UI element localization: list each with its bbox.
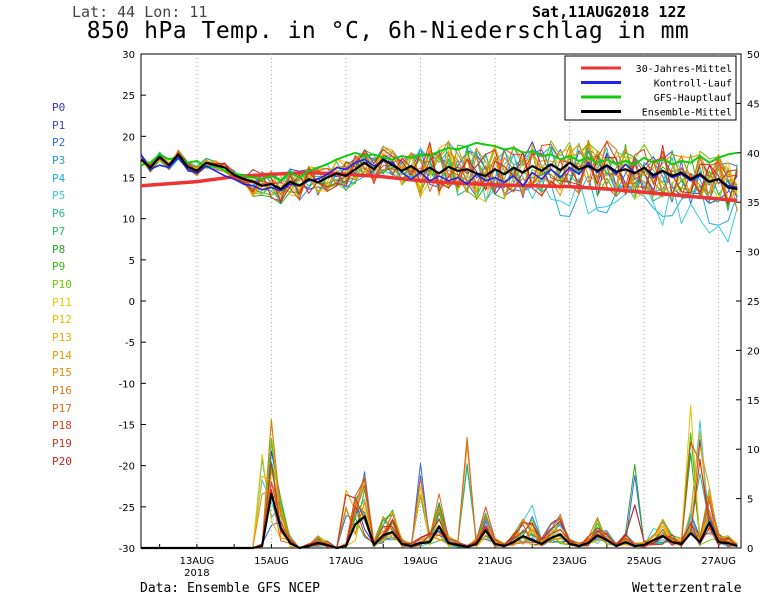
- y-left-tick-label: 5: [129, 256, 135, 267]
- hauptlauf-temp-line: [140, 141, 738, 182]
- x-tick-label: 17AUG: [329, 556, 364, 567]
- ensemble-member-list: P0 P1 P2 P3 P4 P5 P6 P7 P8 P9 P10 P11 P12 P13 P14 P15 P1…: [52, 99, 72, 470]
- chart-title: 850 hPa Temp. in °C, 6h-Niederschlag in …: [86, 18, 690, 44]
- run-timestamp: Sat,11AUG2018 12Z: [532, 3, 686, 21]
- member-label-p17: P17: [52, 401, 72, 415]
- member-label-p11: P11: [52, 295, 72, 309]
- y-left-tick-label: -30: [119, 544, 135, 555]
- member-label-p20: P20: [52, 454, 72, 468]
- climatology-line: [140, 170, 738, 203]
- member-precip-line-p16: [141, 420, 738, 549]
- y-right-tick-label: 15: [747, 396, 760, 407]
- member-label-p3: P3: [52, 154, 66, 168]
- y-right-tick-label: 50: [747, 50, 760, 61]
- x-tick-label: 21AUG: [478, 556, 513, 567]
- x-tick-label: 15AUG: [254, 556, 289, 567]
- y-left-tick-label: 15: [122, 174, 135, 185]
- member-label-p14: P14: [52, 348, 72, 362]
- y-left-tick-label: 25: [122, 91, 135, 102]
- location-label: Lat: 44 Lon: 11: [72, 3, 208, 21]
- member-label-p18: P18: [52, 419, 72, 433]
- x-tick-label: 13AUG: [180, 556, 215, 567]
- legend-label: 30-Jahres-Mittel: [636, 64, 732, 75]
- member-label-p7: P7: [52, 224, 66, 238]
- y-right-tick-label: 20: [747, 346, 760, 357]
- y-right-tick-label: 30: [747, 248, 760, 259]
- y-left-tick-label: 30: [122, 50, 135, 61]
- member-label-p19: P19: [52, 437, 72, 451]
- x-tick-label: 25AUG: [627, 556, 662, 567]
- y-right-tick-label: 35: [747, 198, 760, 209]
- y-right-tick-label: 25: [747, 297, 760, 308]
- member-label-p10: P10: [52, 277, 72, 291]
- member-label-p15: P15: [52, 366, 72, 380]
- y-left-tick-label: -25: [119, 503, 135, 514]
- legend-label: Ensemble-Mittel: [642, 108, 732, 119]
- y-left-tick-label: -10: [119, 379, 135, 390]
- member-label-p13: P13: [52, 330, 72, 344]
- data-source-label: Data: Ensemble GFS NCEP: [140, 581, 321, 596]
- member-label-p0: P0: [52, 101, 66, 114]
- x-tick-label: 27AUG: [701, 556, 736, 567]
- ensemble-mean-precip-line: [141, 492, 738, 550]
- y-left-tick-label: -5: [125, 338, 135, 349]
- y-right-tick-label: 40: [747, 149, 760, 160]
- member-label-p9: P9: [52, 260, 66, 274]
- member-precip-line-p17: [141, 436, 738, 549]
- y-right-tick-label: 45: [747, 99, 760, 110]
- y-left-tick-label: 20: [122, 132, 135, 143]
- legend-label: GFS-Hauptlauf: [654, 93, 732, 104]
- ensemble-mean-temp-line: [140, 153, 738, 191]
- brand-label: Wetterzentrale: [632, 581, 742, 596]
- x-tick-label: 23AUG: [552, 556, 587, 567]
- member-label-p16: P16: [52, 384, 72, 397]
- y-right-tick-label: 10: [747, 445, 760, 456]
- y-right-tick-label: 5: [747, 495, 753, 506]
- member-label-p1: P1: [52, 118, 66, 132]
- x-tick-label: 19AUG: [403, 556, 438, 567]
- y-right-tick-label: 0: [747, 544, 753, 555]
- member-label-p12: P12: [52, 313, 72, 327]
- member-label-p5: P5: [52, 189, 66, 203]
- y-left-tick-label: 0: [129, 297, 135, 308]
- member-label-p2: P2: [52, 136, 66, 150]
- member-label-p8: P8: [52, 242, 66, 256]
- member-label-p4: P4: [52, 171, 66, 185]
- x-tick-label: 2018: [184, 568, 209, 579]
- member-label-p6: P6: [52, 207, 66, 221]
- y-left-tick-label: -20: [119, 462, 135, 473]
- y-left-tick-label: 10: [122, 215, 135, 226]
- y-left-tick-label: -15: [119, 421, 135, 432]
- plot-frame: [140, 53, 742, 549]
- legend-label: Kontroll-Lauf: [654, 79, 732, 90]
- member-precip-line-p5: [141, 420, 738, 549]
